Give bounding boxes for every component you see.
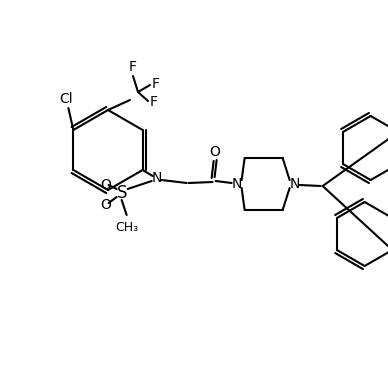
- Text: F: F: [152, 77, 160, 91]
- Text: S: S: [116, 184, 127, 202]
- Text: N: N: [232, 177, 242, 191]
- Text: Cl: Cl: [59, 92, 73, 106]
- Text: F: F: [129, 60, 137, 74]
- Text: O: O: [100, 178, 111, 192]
- Text: O: O: [100, 198, 111, 212]
- Text: N: N: [151, 171, 162, 185]
- Text: F: F: [150, 95, 158, 109]
- Text: O: O: [209, 145, 220, 159]
- Text: N: N: [289, 177, 300, 191]
- Text: CH₃: CH₃: [115, 221, 138, 234]
